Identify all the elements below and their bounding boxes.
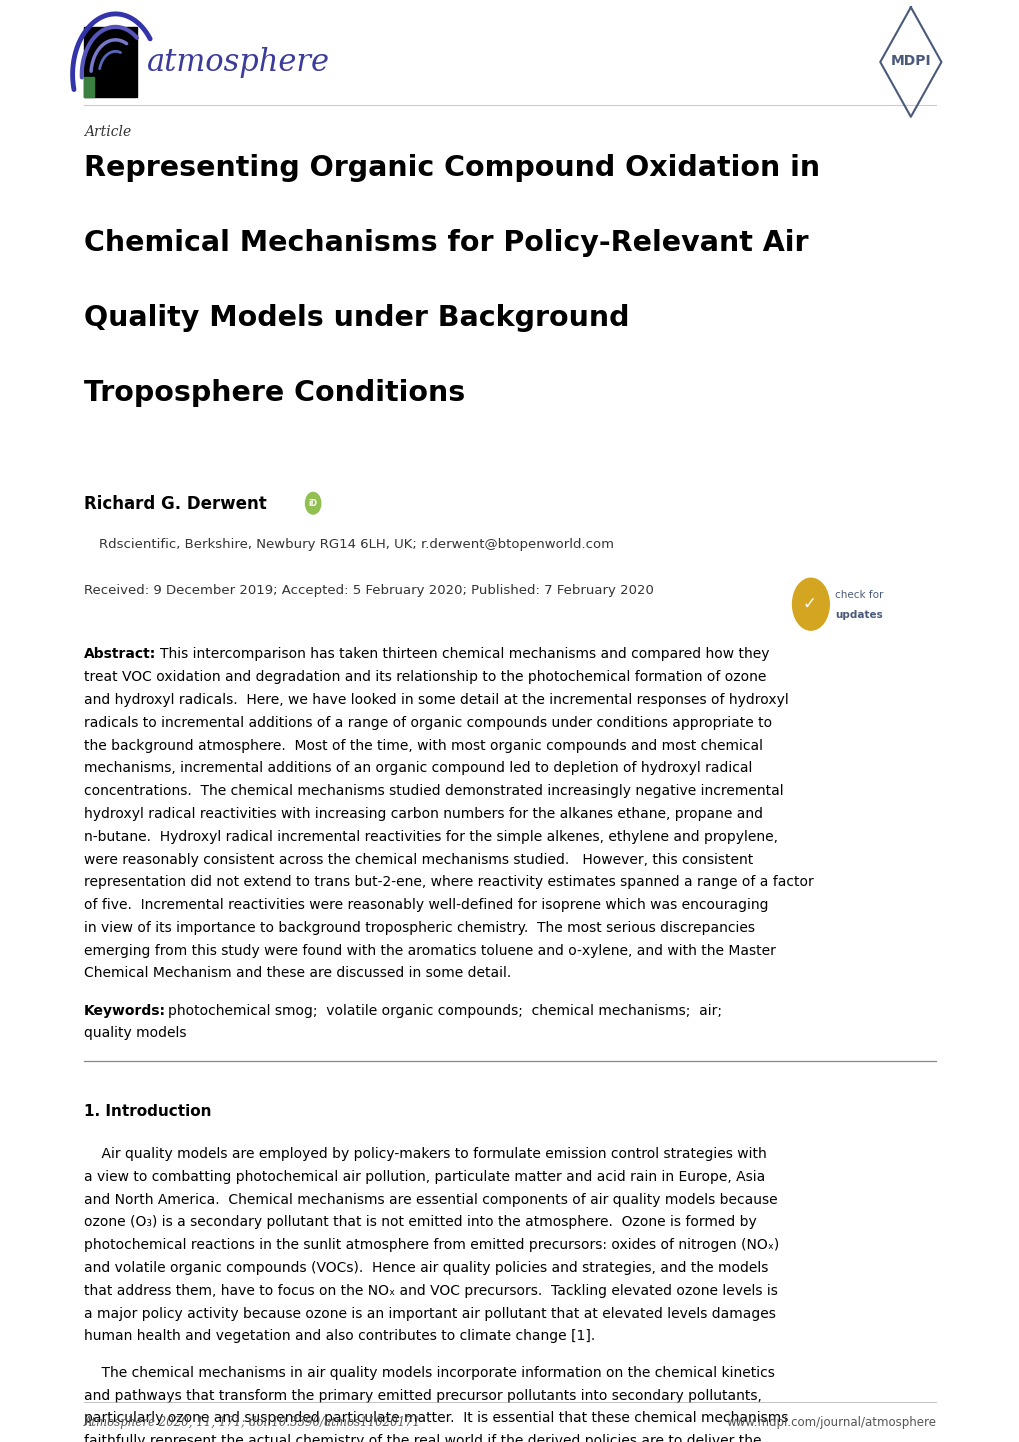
Text: and hydroxyl radicals.  Here, we have looked in some detail at the incremental r: and hydroxyl radicals. Here, we have loo… [84,694,788,707]
Text: and volatile organic compounds (VOCs).  Hence air quality policies and strategie: and volatile organic compounds (VOCs). H… [84,1260,767,1275]
Text: ✓: ✓ [802,596,816,613]
Text: representation did not extend to trans but-2-ene, where reactivity estimates spa: representation did not extend to trans b… [84,875,812,890]
Text: Rdscientific, Berkshire, Newbury RG14 6LH, UK; r.derwent@btopenworld.com: Rdscientific, Berkshire, Newbury RG14 6L… [99,538,613,551]
Text: Chemical Mechanism and these are discussed in some detail.: Chemical Mechanism and these are discuss… [84,966,511,981]
Text: Keywords:: Keywords: [84,1004,165,1018]
Text: that address them, have to focus on the NOₓ and VOC precursors.  Tackling elevat: that address them, have to focus on the … [84,1283,776,1298]
Text: ozone (O₃) is a secondary pollutant that is not emitted into the atmosphere.  Oz: ozone (O₃) is a secondary pollutant that… [84,1216,756,1230]
Text: photochemical reactions in the sunlit atmosphere from emitted precursors: oxides: photochemical reactions in the sunlit at… [84,1239,779,1252]
Bar [84,27,137,97]
Text: and North America.  Chemical mechanisms are essential components of air quality : and North America. Chemical mechanisms a… [84,1193,776,1207]
Bar [84,78,94,97]
Text: of five.  Incremental reactivities were reasonably well-defined for isoprene whi: of five. Incremental reactivities were r… [84,898,767,913]
Text: treat VOC oxidation and degradation and its relationship to the photochemical fo: treat VOC oxidation and degradation and … [84,671,765,685]
Text: quality models: quality models [84,1027,185,1041]
Text: Chemical Mechanisms for Policy-Relevant Air: Chemical Mechanisms for Policy-Relevant … [84,229,807,257]
Text: radicals to incremental additions of a range of organic compounds under conditio: radicals to incremental additions of a r… [84,715,771,730]
Text: mechanisms, incremental additions of an organic compound led to depletion of hyd: mechanisms, incremental additions of an … [84,761,751,776]
Text: a view to combatting photochemical air pollution, particulate matter and acid ra: a view to combatting photochemical air p… [84,1169,764,1184]
Text: Air quality models are employed by policy-makers to formulate emission control s: Air quality models are employed by polic… [84,1148,765,1161]
Text: atmosphere: atmosphere [147,46,329,78]
Text: 1. Introduction: 1. Introduction [84,1105,211,1119]
Text: www.mdpi.com/journal/atmosphere: www.mdpi.com/journal/atmosphere [726,1416,935,1429]
Text: Richard G. Derwent: Richard G. Derwent [84,495,266,512]
Text: human health and vegetation and also contributes to climate change [1].: human health and vegetation and also con… [84,1330,594,1344]
Text: and pathways that transform the primary emitted precursor pollutants into second: and pathways that transform the primary … [84,1389,761,1403]
Circle shape [792,578,828,630]
Text: Received: 9 December 2019; Accepted: 5 February 2020; Published: 7 February 2020: Received: 9 December 2019; Accepted: 5 F… [84,584,653,597]
Text: photochemical smog;  volatile organic compounds;  chemical mechanisms;  air;: photochemical smog; volatile organic com… [168,1004,721,1018]
Text: the background atmosphere.  Most of the time, with most organic compounds and mo: the background atmosphere. Most of the t… [84,738,762,753]
Text: in view of its importance to background tropospheric chemistry.  The most seriou: in view of its importance to background … [84,921,754,934]
Text: Representing Organic Compound Oxidation in: Representing Organic Compound Oxidation … [84,154,819,182]
Text: Atmosphere 2020, 11, 171; doi:10.3390/atmos11020171: Atmosphere 2020, 11, 171; doi:10.3390/at… [84,1416,421,1429]
Text: Article: Article [84,125,130,140]
Text: hydroxyl radical reactivities with increasing carbon numbers for the alkanes eth: hydroxyl radical reactivities with incre… [84,808,762,820]
Text: particularly ozone and suspended particulate matter.  It is essential that these: particularly ozone and suspended particu… [84,1412,788,1425]
Circle shape [306,492,320,513]
Text: n-butane.  Hydroxyl radical incremental reactivities for the simple alkenes, eth: n-butane. Hydroxyl radical incremental r… [84,829,776,844]
Text: check for: check for [835,590,882,600]
Text: concentrations.  The chemical mechanisms studied demonstrated increasingly negat: concentrations. The chemical mechanisms … [84,784,783,799]
Text: The chemical mechanisms in air quality models incorporate information on the che: The chemical mechanisms in air quality m… [84,1366,773,1380]
Text: This intercomparison has taken thirteen chemical mechanisms and compared how the: This intercomparison has taken thirteen … [160,647,769,662]
Text: Abstract:: Abstract: [84,647,156,662]
Text: MDPI: MDPI [890,53,930,68]
Text: emerging from this study were found with the aromatics toluene and o-xylene, and: emerging from this study were found with… [84,943,774,957]
Text: were reasonably consistent across the chemical mechanisms studied.   However, th: were reasonably consistent across the ch… [84,852,752,867]
Text: faithfully represent the actual chemistry of the real world if the derived polic: faithfully represent the actual chemistr… [84,1435,760,1442]
Text: Quality Models under Background: Quality Models under Background [84,304,629,332]
Text: Troposphere Conditions: Troposphere Conditions [84,379,465,407]
Text: iD: iD [309,499,317,508]
Text: a major policy activity because ozone is an important air pollutant that at elev: a major policy activity because ozone is… [84,1306,774,1321]
Text: updates: updates [835,610,882,620]
